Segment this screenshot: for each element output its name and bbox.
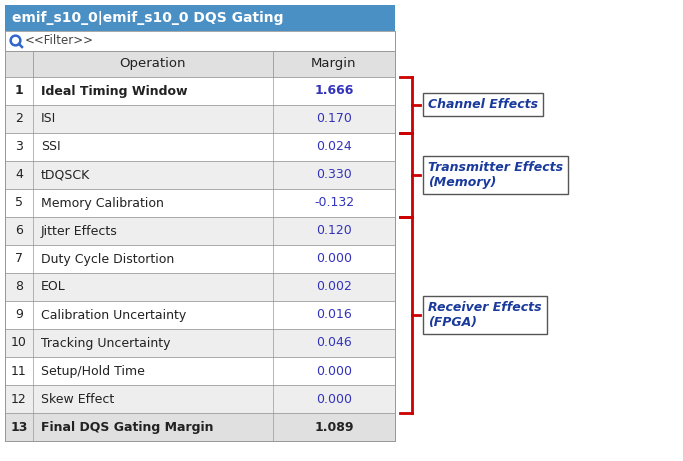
Text: EOL: EOL [41,280,66,294]
Text: 0.016: 0.016 [316,308,352,321]
Text: Skew Effect: Skew Effect [41,392,114,406]
Text: 3: 3 [15,141,23,154]
Bar [5,385,395,413]
Text: 0.330: 0.330 [316,169,352,182]
Text: Final DQS Gating Margin: Final DQS Gating Margin [41,420,214,433]
Text: 12: 12 [11,392,27,406]
Text: 2: 2 [15,112,23,125]
Text: Memory Calibration: Memory Calibration [41,196,164,209]
Text: 1: 1 [14,84,23,97]
Text: -0.132: -0.132 [314,196,354,209]
Text: Duty Cycle Distortion: Duty Cycle Distortion [41,253,174,266]
Text: Operation: Operation [120,58,186,71]
Text: 0.000: 0.000 [316,253,352,266]
Text: 4: 4 [15,169,23,182]
Text: SSI: SSI [41,141,61,154]
Text: 1.089: 1.089 [314,420,354,433]
Text: Ideal Timing Window: Ideal Timing Window [41,84,188,97]
Bar [5,273,395,301]
Text: 0.024: 0.024 [316,141,352,154]
Text: 10: 10 [11,337,27,349]
Text: 5: 5 [15,196,23,209]
Text: ISI: ISI [41,112,56,125]
Text: 11: 11 [11,365,27,378]
Bar [5,133,395,161]
Text: Receiver Effects
(FPGA): Receiver Effects (FPGA) [428,301,542,329]
Text: Channel Effects: Channel Effects [428,99,538,112]
Text: 0.000: 0.000 [316,365,352,378]
Text: 0.046: 0.046 [316,337,352,349]
Bar [5,189,395,217]
Text: emif_s10_0|emif_s10_0 DQS Gating: emif_s10_0|emif_s10_0 DQS Gating [12,11,283,25]
Text: Calibration Uncertainty: Calibration Uncertainty [41,308,186,321]
Bar [5,217,395,245]
Bar [5,51,395,77]
Bar [5,5,395,31]
Text: 0.170: 0.170 [316,112,352,125]
Text: Transmitter Effects
(Memory): Transmitter Effects (Memory) [428,161,563,189]
Text: 13: 13 [10,420,28,433]
Text: Jitter Effects: Jitter Effects [41,225,117,237]
Text: 6: 6 [15,225,23,237]
Bar [5,413,395,441]
Bar [5,245,395,273]
Text: 1.666: 1.666 [314,84,354,97]
Bar [5,77,395,105]
Text: 8: 8 [15,280,23,294]
Bar [5,301,395,329]
Text: Setup/Hold Time: Setup/Hold Time [41,365,145,378]
Text: 0.000: 0.000 [316,392,352,406]
Text: 9: 9 [15,308,23,321]
Text: <<Filter>>: <<Filter>> [25,35,94,47]
Text: Margin: Margin [311,58,357,71]
Bar [5,105,395,133]
Text: 0.002: 0.002 [316,280,352,294]
Bar [5,329,395,357]
Bar [5,31,395,51]
Text: 0.120: 0.120 [316,225,352,237]
Bar [5,161,395,189]
Text: Tracking Uncertainty: Tracking Uncertainty [41,337,171,349]
Bar [5,357,395,385]
Text: 7: 7 [15,253,23,266]
Text: tDQSCK: tDQSCK [41,169,90,182]
